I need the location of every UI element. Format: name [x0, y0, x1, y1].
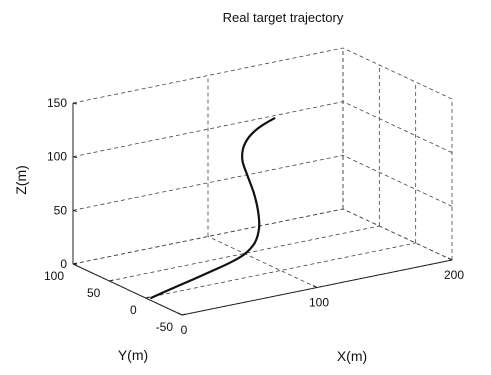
grid-line — [342, 208, 453, 261]
x-tick-label: 200 — [444, 268, 464, 282]
grid-line — [72, 101, 344, 158]
z-tick-label: 100 — [47, 150, 67, 164]
series-layer — [150, 117, 276, 299]
z-tick-label: 0 — [60, 257, 67, 271]
y-axis-label: Y(m) — [118, 347, 148, 363]
y-tick-mark — [181, 313, 187, 316]
grid-lines — [72, 47, 453, 316]
z-tick-mark — [72, 156, 78, 159]
z-tick-mark — [72, 263, 78, 266]
grid-line — [342, 47, 453, 100]
x-tick-label: 100 — [309, 296, 329, 310]
axes — [72, 102, 453, 316]
grid-line — [342, 154, 453, 207]
x-tick-mark — [312, 285, 318, 288]
x-axis-label: X(m) — [337, 348, 367, 364]
y-tick-label: 100 — [44, 269, 64, 283]
z-tick-mark — [72, 209, 78, 212]
grid-line — [72, 154, 344, 211]
y-axis-line — [72, 263, 183, 316]
z-axis-label: Z(m) — [13, 165, 29, 195]
trajectory-line — [150, 117, 276, 299]
x-tick-mark — [177, 312, 183, 316]
z-tick-mark — [72, 102, 78, 105]
grid-line — [72, 208, 344, 265]
y-tick-label: -50 — [156, 320, 174, 334]
grid-line — [109, 225, 380, 282]
grid-line — [72, 47, 344, 104]
grid-line — [207, 236, 318, 288]
grid-line — [342, 208, 453, 261]
y-tick-mark — [109, 279, 114, 282]
z-tick-label: 150 — [47, 96, 67, 110]
grid-line — [145, 242, 416, 299]
y-tick-label: 50 — [87, 286, 101, 300]
z-tick-label: 50 — [54, 203, 68, 217]
y-tick-mark — [145, 296, 150, 299]
y-tick-label: 0 — [130, 303, 137, 317]
x-tick-label: 0 — [181, 323, 188, 337]
x-tick-mark — [447, 257, 453, 261]
grid-line — [342, 101, 453, 154]
chart-title: Real target trajectory — [223, 10, 344, 25]
